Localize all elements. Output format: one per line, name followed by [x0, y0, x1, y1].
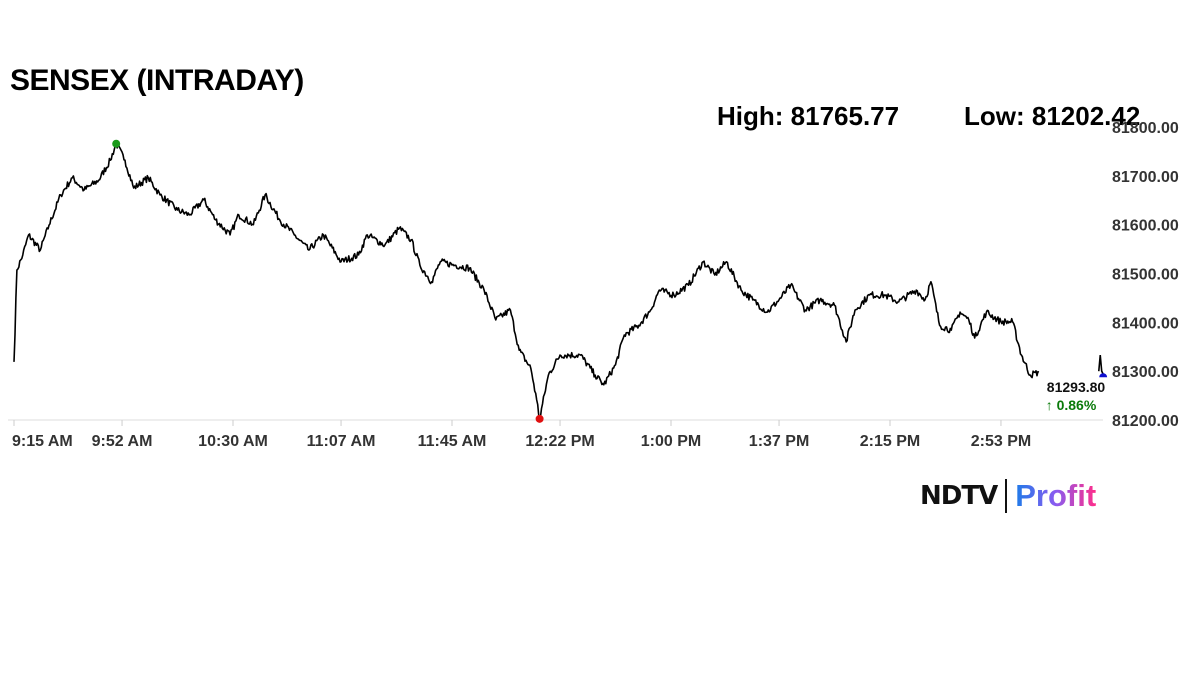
- change-label: ↑ 0.86%: [1046, 397, 1097, 413]
- high-label: High: 81765.77: [717, 101, 900, 131]
- x-tick-label: 2:53 PM: [971, 433, 1031, 450]
- y-tick-label: 81800.00: [1112, 120, 1179, 137]
- y-tick-label: 81300.00: [1112, 364, 1179, 381]
- x-tick-label: 2:15 PM: [860, 433, 920, 450]
- x-tick-label: 9:52 AM: [92, 433, 153, 450]
- x-tick-label: 11:45 AM: [418, 433, 487, 450]
- x-tick-label: 1:37 PM: [749, 433, 809, 450]
- logo-profit: Profit: [1015, 478, 1097, 513]
- y-tick-label: 81600.00: [1112, 218, 1179, 235]
- x-tick-label: 12:22 PM: [525, 433, 594, 450]
- logo-ndtv: NDTV: [920, 481, 998, 511]
- y-tick-label: 81700.00: [1112, 169, 1179, 186]
- logo-divider: [1005, 479, 1008, 513]
- x-tick-label: 10:30 AM: [198, 433, 268, 450]
- series-line: [13, 142, 1040, 420]
- x-tick-label: 1:00 PM: [641, 433, 701, 450]
- low-label: Low: 81202.42: [964, 101, 1141, 131]
- series-tail: [1097, 354, 1104, 375]
- x-tick-label: 9:15 AM: [12, 433, 73, 450]
- last-value-label: 81293.80: [1047, 379, 1106, 395]
- y-tick-label: 81200.00: [1112, 413, 1179, 430]
- high-marker: [112, 139, 121, 148]
- ndtv-profit-logo: NDTV Profit: [920, 478, 1096, 514]
- chart-title: SENSEX (INTRADAY): [10, 64, 304, 97]
- low-marker: [535, 414, 544, 423]
- last-marker: [1099, 373, 1108, 378]
- y-tick-label: 81500.00: [1112, 267, 1179, 284]
- x-tick-label: 11:07 AM: [307, 433, 376, 450]
- y-tick-label: 81400.00: [1112, 315, 1179, 332]
